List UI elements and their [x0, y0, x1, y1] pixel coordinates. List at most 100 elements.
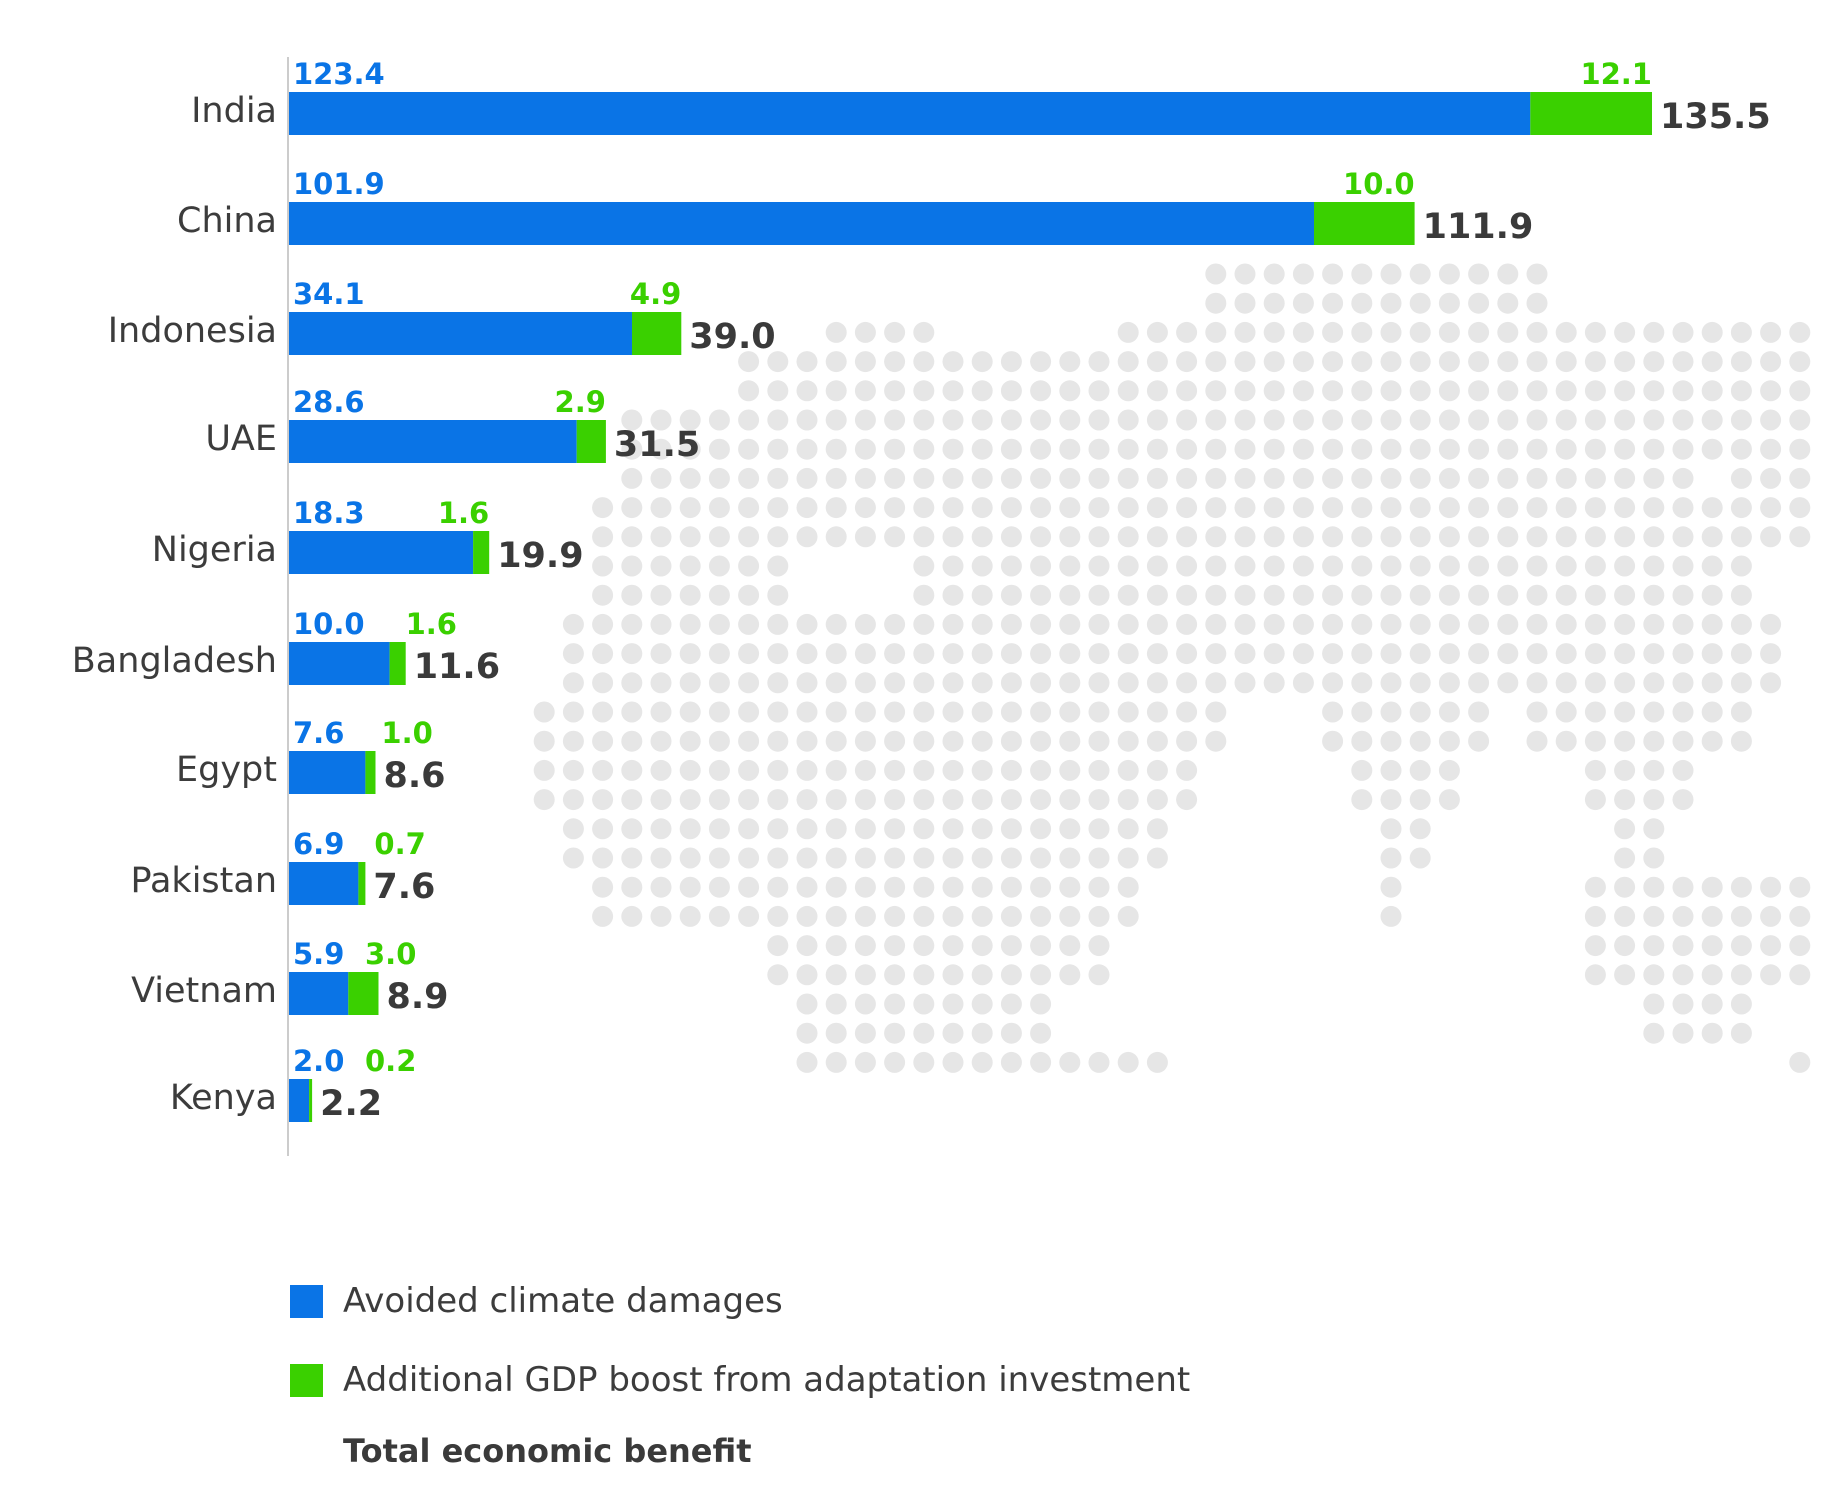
map-dot: [650, 672, 672, 694]
map-dot: [942, 1051, 964, 1073]
map-dot: [796, 789, 818, 811]
map-dot: [796, 467, 818, 489]
map-dot: [942, 467, 964, 489]
map-dot: [1643, 380, 1665, 402]
map-dot: [1205, 613, 1227, 635]
map-dot: [738, 905, 760, 927]
map-dot: [1088, 759, 1110, 781]
map-dot: [708, 759, 730, 781]
map-dot: [1497, 409, 1519, 431]
map-dot: [1117, 643, 1139, 665]
map-dot: [1059, 351, 1081, 373]
map-dot: [913, 643, 935, 665]
bar-gdp-boost-egypt: [365, 751, 376, 794]
map-dot: [854, 1051, 876, 1073]
bar-avoided-damages-egypt: [289, 751, 366, 794]
map-dot: [562, 847, 584, 869]
map-dot: [884, 701, 906, 723]
map-dot: [1497, 321, 1519, 343]
map-dot: [1643, 876, 1665, 898]
map-dot: [1322, 555, 1344, 577]
map-dot: [1555, 467, 1577, 489]
map-dot: [1468, 497, 1490, 519]
map-dot: [1263, 526, 1285, 548]
map-dot: [1701, 409, 1723, 431]
map-dot: [679, 876, 701, 898]
map-dot: [1438, 701, 1460, 723]
map-dot: [562, 759, 584, 781]
map-dot: [854, 409, 876, 431]
map-dot: [971, 818, 993, 840]
map-dot: [1643, 1022, 1665, 1044]
map-dot: [913, 818, 935, 840]
map-dot: [1438, 321, 1460, 343]
map-dot: [1117, 847, 1139, 869]
map-dot: [1146, 1051, 1168, 1073]
category-label-indonesia: Indonesia: [108, 311, 277, 351]
map-dot: [708, 701, 730, 723]
map-dot: [971, 993, 993, 1015]
map-dot: [1614, 584, 1636, 606]
map-dot: [1030, 905, 1052, 927]
map-dot: [1584, 380, 1606, 402]
map-dot: [1672, 964, 1694, 986]
map-dot: [1380, 672, 1402, 694]
map-dot: [1409, 380, 1431, 402]
map-dot: [592, 905, 614, 927]
map-dot: [1146, 555, 1168, 577]
map-dot: [1000, 555, 1022, 577]
map-dot: [767, 380, 789, 402]
map-dot: [1701, 497, 1723, 519]
map-dot: [1059, 730, 1081, 752]
map-dot: [1234, 526, 1256, 548]
map-dot: [1030, 847, 1052, 869]
map-dot: [1409, 701, 1431, 723]
map-dot: [971, 555, 993, 577]
map-dot: [971, 759, 993, 781]
map-dot: [650, 497, 672, 519]
map-dot: [1584, 759, 1606, 781]
category-label-bangladesh: Bangladesh: [72, 641, 277, 681]
legend-item-gdp-boost: Additional GDP boost from adaptation inv…: [290, 1360, 1190, 1400]
map-dot: [1088, 1051, 1110, 1073]
map-dot: [1730, 380, 1752, 402]
map-dot: [1409, 818, 1431, 840]
map-dot: [1000, 876, 1022, 898]
map-dot: [1205, 701, 1227, 723]
map-dot: [1730, 964, 1752, 986]
map-dot: [1643, 438, 1665, 460]
map-dot: [1584, 905, 1606, 927]
map-dot: [796, 847, 818, 869]
map-dot: [1263, 555, 1285, 577]
map-dot: [679, 789, 701, 811]
map-dot: [621, 672, 643, 694]
map-dot: [1526, 438, 1548, 460]
map-dot: [1088, 497, 1110, 519]
map-dot: [738, 818, 760, 840]
map-dot: [1380, 584, 1402, 606]
map-dot: [650, 759, 672, 781]
map-dot: [1205, 497, 1227, 519]
map-dot: [1789, 876, 1811, 898]
map-dot: [1584, 438, 1606, 460]
bar-gdp-boost-pakistan: [358, 862, 366, 905]
map-dot: [1351, 409, 1373, 431]
map-dot: [1030, 380, 1052, 402]
map-dot: [1497, 467, 1519, 489]
map-dot: [942, 613, 964, 635]
legend: Avoided climate damages Additional GDP b…: [290, 1265, 1390, 1485]
map-dot: [1409, 497, 1431, 519]
category-label-india: India: [191, 91, 277, 131]
map-dot: [1059, 409, 1081, 431]
map-dot: [854, 613, 876, 635]
map-dot: [1263, 351, 1285, 373]
map-dot: [1351, 263, 1373, 285]
map-dot: [1701, 351, 1723, 373]
map-dot: [1526, 672, 1548, 694]
map-dot: [1030, 1022, 1052, 1044]
map-dot: [825, 526, 847, 548]
map-dot: [971, 497, 993, 519]
map-dot: [1672, 351, 1694, 373]
map-dot: [1234, 613, 1256, 635]
map-dot: [1380, 643, 1402, 665]
